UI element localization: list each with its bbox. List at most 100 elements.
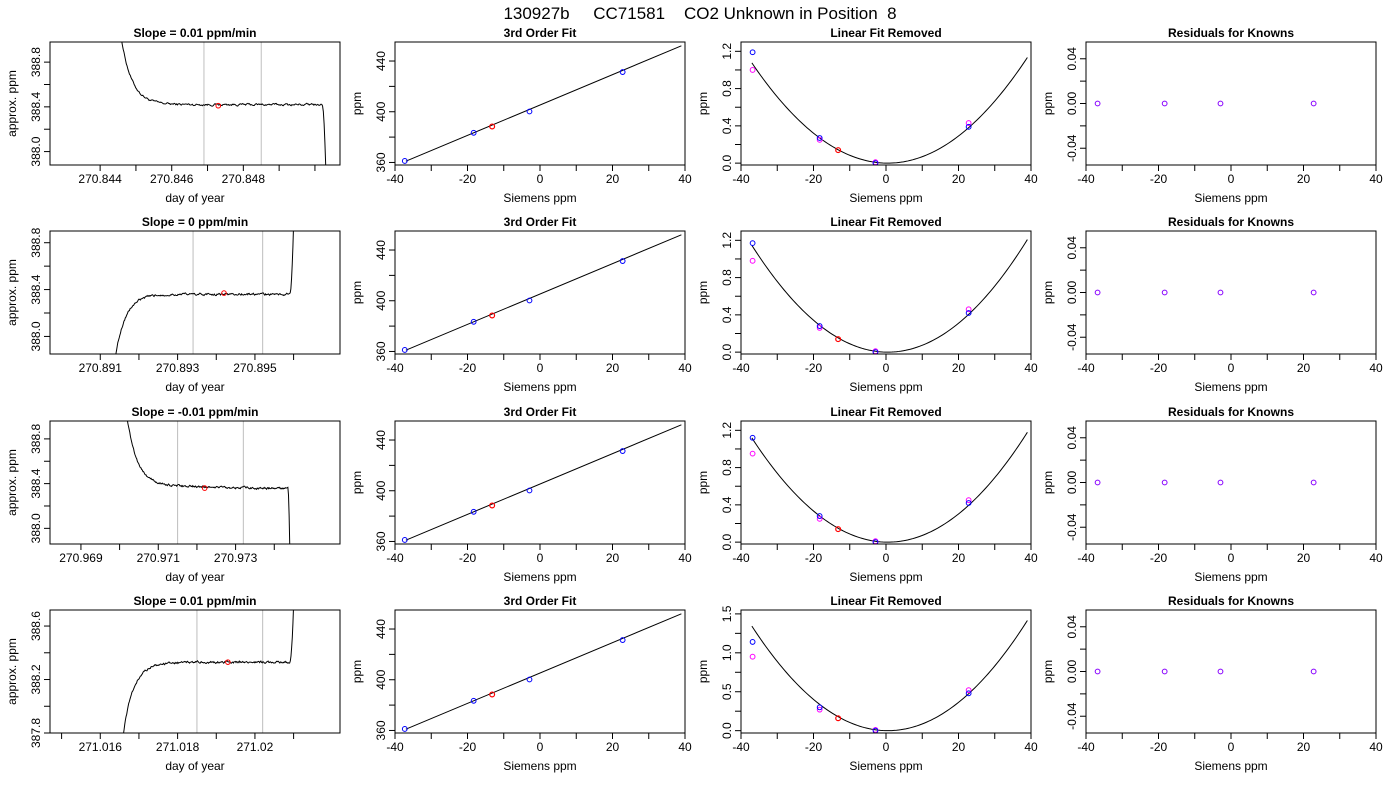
x-axis-label: Siemens ppm (1194, 191, 1267, 205)
y-tick-label: 440 (374, 619, 388, 639)
x-tick-label: -40 (1077, 740, 1095, 754)
x-tick-label: 0 (537, 361, 544, 375)
x-tick-label: 20 (952, 551, 966, 565)
x-tick-label: 271.018 (156, 740, 200, 754)
panel-title: 3rd Order Fit (504, 594, 577, 608)
x-tick-label: -40 (386, 740, 404, 754)
x-tick-label: 40 (1024, 361, 1038, 375)
plot-frame (1085, 420, 1377, 545)
x-axis-label: Siemens ppm (1194, 380, 1267, 394)
raw-point (749, 257, 756, 264)
x-tick-label: 270.848 (222, 172, 266, 186)
unknown-point (835, 336, 842, 343)
raw-point (965, 120, 972, 126)
known-point (749, 639, 756, 645)
known-point (749, 434, 756, 441)
plot-frame (394, 230, 686, 355)
x-tick-label: 20 (606, 551, 620, 565)
y-tick-label: 0.00 (1065, 470, 1079, 494)
panel-title: Residuals for Knowns (1168, 215, 1294, 229)
x-tick-label: 20 (952, 172, 966, 186)
x-tick-label: 270.973 (214, 551, 258, 565)
y-tick-label: 0.0 (720, 343, 734, 360)
unknown-point (489, 691, 496, 698)
y-tick-label: 360 (374, 341, 388, 361)
known-point (965, 690, 972, 697)
plot-area (401, 45, 682, 164)
x-tick-label: -40 (732, 361, 750, 375)
chart-panel-r2-c2: 3rd Order Fit Siemens ppm ppm -40 -20 0 20 40 36… (350, 215, 692, 394)
y-tick-label: 388.4 (29, 468, 43, 498)
plot-area (401, 234, 682, 353)
plot-area (1094, 100, 1317, 107)
known-point (619, 258, 626, 264)
plot-frame (1085, 230, 1377, 355)
y-tick-label: 388.8 (29, 47, 43, 77)
chart-panel-r2-c3: Linear Fit Removed Siemens ppm ppm -40 -20 0 2… (696, 215, 1038, 394)
panel-title: Residuals for Knowns (1168, 26, 1294, 40)
y-axis-label: ppm (1041, 660, 1055, 683)
residual-point (1310, 289, 1317, 296)
chart-panel-r1-c3: Linear Fit Removed Siemens ppm ppm -40 -20 0 2… (696, 26, 1038, 205)
plot-frame (49, 41, 341, 166)
concentration-trace (123, 610, 294, 733)
fit-curve (751, 239, 1028, 353)
plot-frame (49, 230, 341, 355)
known-point (619, 69, 626, 75)
residual-point (1310, 668, 1317, 675)
unknown-point (489, 123, 496, 130)
chart-panel-r3-c2: 3rd Order Fit Siemens ppm ppm -40 -20 0 20 40 36… (350, 405, 692, 584)
plot-frame (394, 420, 686, 545)
x-tick-label: 20 (952, 740, 966, 754)
y-tick-label: 1.0 (720, 644, 734, 661)
panel-title: Linear Fit Removed (830, 594, 941, 608)
raw-point (816, 706, 823, 713)
y-axis-label: ppm (696, 471, 710, 494)
known-point (965, 310, 972, 316)
y-tick-label: 400 (374, 480, 388, 500)
y-axis-label: ppm (1041, 471, 1055, 494)
chart-panel-r2-c4: Residuals for Knowns Siemens ppm ppm -40 -20… (1041, 215, 1383, 394)
x-tick-label: -40 (386, 172, 404, 186)
plot-area (401, 424, 682, 543)
x-tick-label: 270.844 (78, 172, 122, 186)
x-axis-label: Siemens ppm (503, 380, 576, 394)
x-tick-label: 0 (883, 361, 890, 375)
residual-point (1310, 100, 1317, 107)
plot-area (749, 620, 1028, 733)
x-tick-label: -20 (459, 172, 477, 186)
x-tick-label: 40 (1024, 740, 1038, 754)
unknown-point (835, 526, 842, 533)
x-tick-label: -20 (805, 551, 823, 565)
x-tick-label: -40 (386, 551, 404, 565)
x-tick-label: -40 (1077, 361, 1095, 375)
y-tick-label: 440 (374, 240, 388, 260)
x-axis-label: Siemens ppm (503, 759, 576, 773)
x-tick-label: 20 (606, 361, 620, 375)
plot-frame (394, 41, 686, 166)
y-tick-label: 360 (374, 720, 388, 740)
x-axis-label: Siemens ppm (849, 191, 922, 205)
y-tick-label: 0.04 (1065, 615, 1079, 639)
x-tick-label: -40 (1077, 551, 1095, 565)
x-tick-label: 40 (678, 740, 692, 754)
residual-point (1161, 668, 1168, 675)
x-axis-label: day of year (165, 191, 224, 205)
mean-marker (201, 485, 208, 491)
residual-point (1217, 100, 1224, 107)
x-tick-label: -20 (459, 361, 477, 375)
y-tick-label: 400 (374, 669, 388, 689)
known-point (816, 704, 823, 711)
known-point (526, 108, 533, 115)
y-tick-label: 0.4 (720, 306, 734, 323)
x-tick-label: 20 (1297, 740, 1311, 754)
y-tick-label: 388.0 (29, 513, 43, 543)
plot-area (121, 42, 327, 165)
known-point (401, 537, 408, 543)
y-tick-label: 0.8 (720, 269, 734, 286)
raw-point (965, 497, 972, 504)
x-tick-label: 20 (1297, 361, 1311, 375)
raw-point (816, 515, 823, 522)
panel-title: Linear Fit Removed (830, 26, 941, 40)
x-tick-label: -20 (805, 740, 823, 754)
